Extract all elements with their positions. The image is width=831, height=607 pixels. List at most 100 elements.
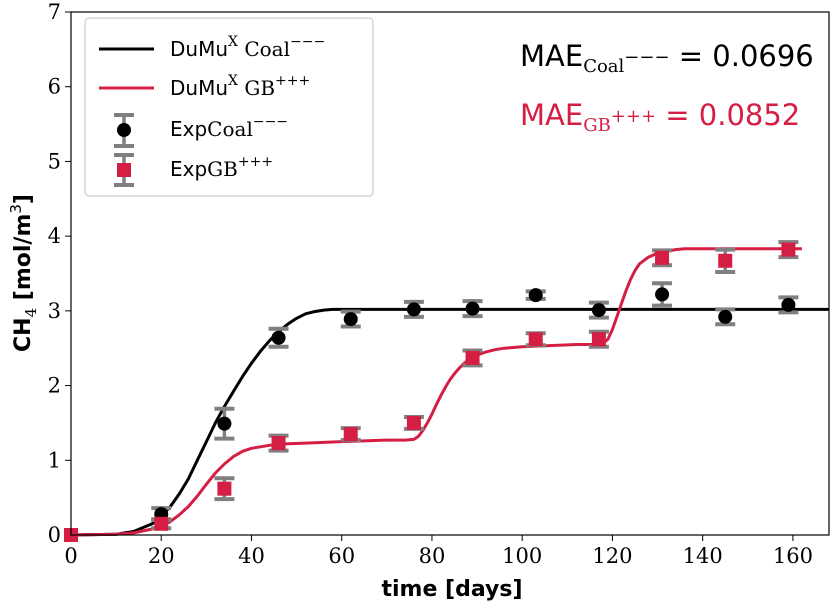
legend-gb-model-sup: X <box>228 73 238 89</box>
marker-square <box>217 481 232 496</box>
data-point-3 <box>340 426 361 443</box>
marker-square <box>781 242 796 257</box>
mae-coal-base: MAE <box>520 39 583 73</box>
mae-coal-annotation: MAECoal−−− = 0.0696 <box>520 39 814 77</box>
x-tick-label: 140 <box>683 544 723 568</box>
marker-square <box>655 250 670 265</box>
y-tick-label: 3 <box>48 299 61 323</box>
marker-circle <box>343 312 358 327</box>
legend-coal-model-name-sup: −−− <box>290 34 325 50</box>
y-axis-title-unit: [mol/m <box>11 214 36 308</box>
data-point-3 <box>462 348 483 368</box>
y-axis-title-main: CH <box>11 317 36 352</box>
plot-layer <box>64 240 829 542</box>
legend-gb-exp-name: GB <box>207 157 238 181</box>
x-tick-label: 60 <box>328 544 355 568</box>
legend-coal-model-label: DuMuX Coal−−− <box>170 34 325 61</box>
legend-coal-model-sup: X <box>228 34 238 50</box>
legend-gb-model-label: DuMuX GB+++ <box>170 73 310 100</box>
y-axis-title-close: ] <box>11 194 36 204</box>
x-tick-label: 100 <box>502 544 542 568</box>
legend-coal-exp-label: ExpCoal−−− <box>170 114 288 141</box>
legend-gb-exp-marker <box>114 153 134 187</box>
legend-gb-exp-name-sup: +++ <box>238 154 273 170</box>
data-point-2 <box>403 299 424 319</box>
legend-coal-exp-base: Exp <box>170 117 207 141</box>
data-point-2 <box>778 295 799 315</box>
data-point-2 <box>340 309 361 329</box>
legend-gb-model-name: GB <box>238 76 275 100</box>
y-axis-title-sup: 3 <box>7 204 25 214</box>
data-point-2 <box>214 406 235 441</box>
marker-square <box>718 253 733 268</box>
data-point-2 <box>588 300 609 320</box>
y-tick-label: 0 <box>48 523 61 547</box>
x-tick-label: 40 <box>238 544 265 568</box>
x-tick-label: 120 <box>592 544 632 568</box>
data-point-2 <box>652 281 673 308</box>
y-tick-label: 7 <box>48 0 61 24</box>
marker-circle <box>406 302 421 317</box>
legend-gb-model-base: DuMu <box>170 76 228 100</box>
legend: DuMuX Coal−−− DuMuX GB+++ ExpCoal−−− Exp… <box>84 17 374 197</box>
marker-square <box>465 350 480 365</box>
marker-square <box>406 415 421 430</box>
legend-coal-model-base: DuMu <box>170 37 228 61</box>
data-point-2 <box>268 326 289 349</box>
data-point-3 <box>151 516 172 531</box>
mae-gb-value: = 0.0852 <box>656 98 800 132</box>
y-tick-label: 1 <box>48 448 61 472</box>
marker-circle <box>718 309 733 324</box>
data-point-3 <box>778 240 799 260</box>
legend-box <box>84 17 374 197</box>
marker-square <box>271 436 286 451</box>
y-tick-label: 2 <box>48 374 61 398</box>
marker-square <box>154 516 169 531</box>
model-line-1 <box>70 247 802 537</box>
data-point-3 <box>652 248 673 268</box>
legend-gb-exp-base: Exp <box>170 157 207 181</box>
data-point-3 <box>715 247 736 275</box>
mae-gb-sub-sup: +++ <box>611 106 656 127</box>
y-tick-label: 6 <box>48 75 61 99</box>
x-tick-label: 80 <box>419 544 446 568</box>
y-tick-label: 5 <box>48 149 61 173</box>
marker-square <box>343 427 358 442</box>
y-axis-title-sub: 4 <box>22 308 40 318</box>
x-tick-label: 0 <box>64 544 77 568</box>
legend-coal-exp-name: Coal <box>207 117 253 141</box>
y-tick-label: 4 <box>48 224 61 248</box>
legend-coal-exp-name-sup: −−− <box>253 114 288 130</box>
legend-gb-model-name-sup: +++ <box>275 73 310 89</box>
marker-circle <box>655 287 670 302</box>
data-point-3 <box>403 414 424 431</box>
marker-circle <box>217 416 232 431</box>
data-point-2 <box>462 299 483 319</box>
marker-square <box>591 332 606 347</box>
legend-coal-exp-marker <box>114 113 134 148</box>
marker-square <box>528 332 543 347</box>
mae-gb-base: MAE <box>520 98 583 132</box>
mae-coal-sub: Coal <box>583 56 624 77</box>
mae-gb-sub: GB <box>583 115 611 136</box>
mae-coal-sub-sup: −−− <box>624 47 669 68</box>
data-point-3 <box>588 329 609 349</box>
x-tick-label: 20 <box>148 544 175 568</box>
ticks-layer: 0 20 40 60 80 100 120 140 160 0 1 2 3 4 5 6 7 <box>48 0 813 568</box>
legend-gb-exp-label: ExpGB+++ <box>170 154 273 181</box>
marker-circle <box>465 301 480 316</box>
data-point-3 <box>268 433 289 453</box>
x-axis-title: time [days] <box>381 577 522 602</box>
marker-circle <box>781 297 796 312</box>
plot-frame <box>70 11 830 536</box>
x-tick-label: 160 <box>773 544 813 568</box>
data-point-3 <box>214 476 235 502</box>
data-point-2 <box>525 288 546 303</box>
legend-coal-model-name: Coal <box>238 37 290 61</box>
data-point-2 <box>715 307 736 327</box>
marker-circle <box>528 288 543 303</box>
y-axis-title: CH4 [mol/m3] <box>7 194 40 352</box>
model-line-0 <box>70 307 829 537</box>
mae-coal-value: = 0.0696 <box>670 39 814 73</box>
